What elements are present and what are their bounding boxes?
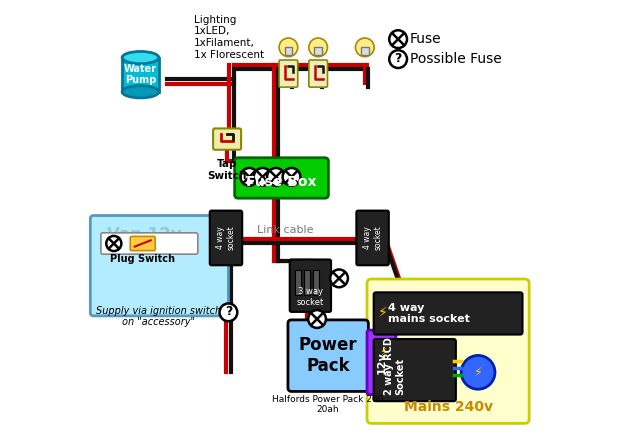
Text: Tap
Switch: Tap Switch <box>207 159 247 181</box>
Bar <box>313 270 318 295</box>
Circle shape <box>254 168 272 186</box>
Circle shape <box>267 168 285 186</box>
Text: Possible Fuse: Possible Fuse <box>410 52 502 66</box>
Text: ?: ? <box>225 305 232 318</box>
FancyBboxPatch shape <box>309 60 328 87</box>
FancyBboxPatch shape <box>279 60 298 87</box>
Text: ⚡: ⚡ <box>473 366 482 379</box>
Bar <box>304 270 310 295</box>
Bar <box>295 270 301 295</box>
FancyBboxPatch shape <box>367 330 396 395</box>
FancyBboxPatch shape <box>290 259 331 312</box>
Bar <box>285 47 292 55</box>
Text: Supply via ignition switch
on "accessory": Supply via ignition switch on "accessory… <box>96 306 221 327</box>
Text: 3 way
socket: 3 way socket <box>297 287 324 307</box>
Text: Fuse Box: Fuse Box <box>246 175 316 189</box>
Circle shape <box>461 355 495 389</box>
Text: Water
Pump: Water Pump <box>124 64 157 85</box>
FancyBboxPatch shape <box>235 158 328 198</box>
Ellipse shape <box>122 86 159 98</box>
FancyBboxPatch shape <box>367 279 529 423</box>
Text: 12v: 12v <box>376 351 386 374</box>
Bar <box>122 58 159 92</box>
FancyBboxPatch shape <box>374 292 523 334</box>
Text: ⚡: ⚡ <box>379 348 386 358</box>
Text: ?: ? <box>394 52 402 65</box>
FancyBboxPatch shape <box>288 320 368 392</box>
Text: Lighting
1xLED,
1xFilament,
1x Florescent: Lighting 1xLED, 1xFilament, 1x Florescen… <box>194 15 264 59</box>
FancyBboxPatch shape <box>130 236 155 251</box>
FancyBboxPatch shape <box>101 233 197 254</box>
FancyBboxPatch shape <box>356 211 389 265</box>
Ellipse shape <box>122 51 159 63</box>
Text: Halfords Power Pack 200
20ah: Halfords Power Pack 200 20ah <box>272 395 384 414</box>
Text: ⚡: ⚡ <box>378 307 388 320</box>
Text: Van 12v: Van 12v <box>107 226 182 244</box>
Bar <box>361 47 369 55</box>
Text: 4 way
socket: 4 way socket <box>216 226 235 250</box>
Circle shape <box>356 38 374 57</box>
Circle shape <box>219 304 237 321</box>
Text: Plug Switch: Plug Switch <box>110 254 175 264</box>
FancyBboxPatch shape <box>374 339 456 401</box>
Text: Mains 240v: Mains 240v <box>404 400 493 413</box>
Text: 4 way
socket: 4 way socket <box>363 226 383 250</box>
Circle shape <box>389 30 407 48</box>
Text: 2 way RCD
Socket: 2 way RCD Socket <box>384 337 406 395</box>
Circle shape <box>308 310 326 328</box>
Text: Fuse: Fuse <box>410 32 442 46</box>
Circle shape <box>309 38 328 57</box>
FancyBboxPatch shape <box>90 215 229 316</box>
Text: Power
Pack: Power Pack <box>299 336 358 375</box>
Circle shape <box>283 168 300 186</box>
Text: 4 way
mains socket: 4 way mains socket <box>388 303 470 324</box>
FancyBboxPatch shape <box>210 211 242 265</box>
Bar <box>315 47 322 55</box>
Circle shape <box>107 236 121 251</box>
Circle shape <box>279 38 298 57</box>
Circle shape <box>240 168 258 186</box>
Circle shape <box>389 50 407 68</box>
Text: Link cable: Link cable <box>257 224 313 235</box>
FancyBboxPatch shape <box>213 128 241 150</box>
Circle shape <box>330 270 348 287</box>
